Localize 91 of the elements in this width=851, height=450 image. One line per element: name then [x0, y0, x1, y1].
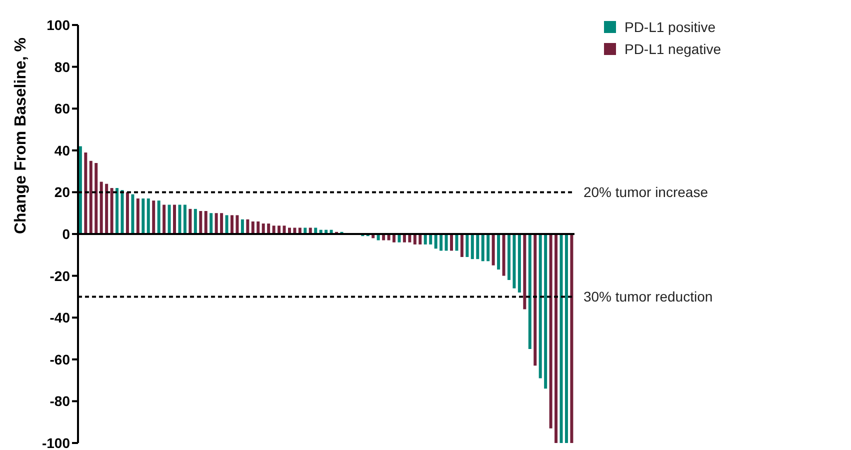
bar [486, 234, 490, 262]
bar [538, 234, 542, 378]
bar [199, 211, 202, 234]
bar [455, 234, 458, 251]
y-tick-label: 40 [54, 142, 70, 158]
y-tick-label: -20 [50, 268, 70, 284]
bar [188, 208, 192, 234]
legend-label: PD-L1 positive [624, 18, 716, 37]
bar [272, 226, 276, 234]
bar [413, 234, 416, 244]
bar [220, 213, 224, 234]
bar [84, 152, 88, 234]
bar [230, 215, 234, 234]
bar [157, 200, 160, 234]
bar [256, 221, 260, 234]
bar [398, 234, 401, 242]
bar [136, 198, 140, 234]
bar [204, 211, 208, 234]
bar [94, 162, 98, 234]
bar [194, 208, 197, 234]
bar [497, 234, 500, 270]
bar [507, 234, 510, 280]
bar [152, 200, 156, 234]
bar [450, 234, 453, 251]
bar [146, 198, 150, 234]
bar [214, 213, 218, 234]
bar [162, 204, 166, 234]
bar [564, 234, 568, 443]
bar [240, 219, 244, 234]
bar [512, 234, 516, 288]
y-tick-label: 100 [46, 16, 70, 33]
ref-line-label: 20% tumor increase [583, 184, 708, 200]
bar [402, 234, 406, 242]
bar [554, 234, 558, 443]
bar [502, 234, 506, 276]
bar [408, 234, 412, 242]
bar [126, 192, 129, 234]
bar [173, 204, 176, 234]
bar [466, 234, 469, 257]
bar [282, 226, 286, 234]
y-tick-label: -80 [50, 393, 70, 410]
y-tick-label: 0 [62, 226, 70, 242]
bar [492, 234, 495, 266]
bar [116, 188, 119, 234]
bar [100, 182, 103, 234]
bar [131, 194, 134, 234]
legend-label: PD-L1 negative [624, 40, 721, 59]
bar [429, 234, 432, 244]
bar [267, 224, 270, 234]
bar [470, 234, 474, 260]
bar [89, 160, 92, 234]
bar [142, 198, 145, 234]
bar [434, 234, 438, 249]
bar [262, 224, 265, 234]
bar [476, 234, 480, 260]
bar [444, 234, 448, 251]
bar [544, 234, 548, 389]
bar [534, 234, 537, 366]
bar [523, 234, 526, 310]
bar [460, 234, 464, 257]
bar [183, 204, 186, 234]
bar [549, 234, 552, 428]
bar [225, 215, 228, 234]
y-tick-label: -60 [50, 351, 70, 368]
y-tick-label: 20 [54, 184, 70, 200]
bar [120, 190, 124, 234]
bar [570, 234, 574, 443]
bar [178, 204, 182, 234]
bar [440, 234, 443, 251]
bar [246, 219, 250, 234]
bar [560, 234, 563, 443]
ref-line-label: 30% tumor reduction [583, 288, 713, 305]
bar [481, 234, 484, 262]
bar [168, 204, 171, 234]
bar [418, 234, 422, 244]
bar [424, 234, 427, 244]
bar [392, 234, 396, 242]
y-tick-label: 80 [54, 58, 70, 75]
bar [518, 234, 521, 293]
bar [236, 215, 239, 234]
bar [210, 213, 213, 234]
bar [278, 226, 281, 234]
y-tick-label: -40 [50, 310, 70, 326]
bar [110, 188, 114, 234]
bar [528, 234, 532, 349]
y-tick-label: -100 [42, 434, 70, 450]
bar [105, 184, 108, 234]
y-axis-title: Change From Baseline, % [12, 38, 30, 234]
y-tick-label: 60 [54, 100, 70, 117]
bar [251, 221, 254, 234]
bar [78, 146, 82, 234]
